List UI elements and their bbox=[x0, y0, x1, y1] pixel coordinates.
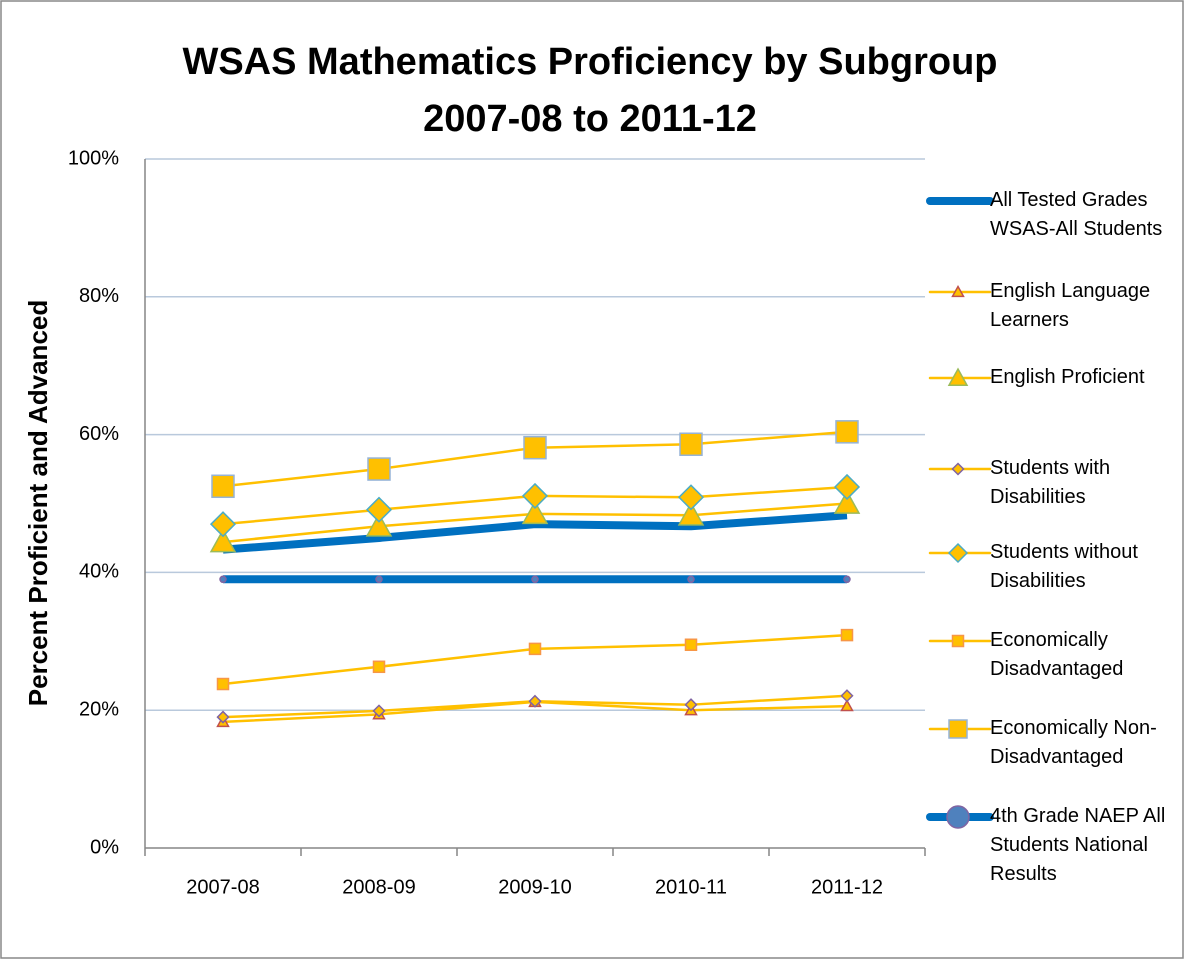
data-point bbox=[367, 457, 391, 481]
legend-marker bbox=[951, 634, 965, 648]
data-point bbox=[521, 500, 549, 525]
data-point bbox=[523, 435, 547, 460]
legend-label: Students with Disabilities bbox=[990, 457, 1111, 508]
data-point bbox=[365, 496, 393, 523]
legend-marker bbox=[948, 719, 968, 739]
y-tick-label: 80% bbox=[79, 285, 119, 307]
data-point bbox=[833, 489, 861, 514]
y-tick-label: 100% bbox=[68, 147, 119, 169]
data-point bbox=[684, 638, 698, 651]
data-point bbox=[372, 660, 386, 674]
y-axis-label: Percent Proficient and Advanced bbox=[23, 300, 53, 706]
legend-marker bbox=[947, 542, 969, 564]
legend-label: Economically Disadvantaged bbox=[990, 629, 1124, 680]
data-point bbox=[840, 689, 854, 703]
data-point bbox=[531, 575, 539, 584]
legend-label: All Tested Grades WSAS-All Students bbox=[990, 189, 1163, 240]
data-point bbox=[679, 432, 703, 456]
data-point bbox=[528, 694, 542, 708]
data-point bbox=[209, 511, 237, 538]
data-point bbox=[521, 482, 549, 509]
data-point bbox=[843, 575, 851, 584]
legend-marker bbox=[946, 805, 970, 829]
data-point bbox=[365, 512, 393, 537]
data-point bbox=[375, 575, 383, 584]
data-point bbox=[211, 474, 235, 499]
legend-marker bbox=[947, 367, 969, 386]
legend-marker bbox=[951, 284, 965, 298]
legend-label: English Proficient bbox=[990, 366, 1145, 388]
legend-label: 4th Grade NAEP All Students National Res… bbox=[990, 805, 1166, 885]
x-tick-label: 2011-12 bbox=[811, 876, 883, 898]
data-point bbox=[209, 528, 237, 553]
data-point bbox=[677, 484, 705, 511]
legend-label: English Language Learners bbox=[990, 280, 1151, 331]
chart-title: 2007-08 to 2011-12 bbox=[423, 98, 757, 140]
x-tick-label: 2010-11 bbox=[655, 876, 727, 898]
data-point bbox=[677, 501, 705, 526]
x-tick-label: 2009-10 bbox=[498, 876, 571, 898]
data-point bbox=[687, 575, 695, 584]
data-point bbox=[840, 628, 854, 642]
data-point bbox=[833, 473, 861, 501]
y-tick-label: 0% bbox=[90, 836, 119, 858]
data-point bbox=[219, 575, 227, 584]
legend-label: Economically Non-Disadvantaged bbox=[990, 717, 1157, 768]
data-point bbox=[684, 698, 698, 712]
legend-marker bbox=[951, 462, 965, 476]
x-tick-label: 2007-08 bbox=[186, 876, 259, 898]
data-point bbox=[216, 710, 230, 724]
data-point bbox=[216, 677, 230, 691]
data-point bbox=[528, 642, 542, 656]
data-point bbox=[835, 420, 859, 444]
y-tick-label: 40% bbox=[79, 561, 119, 583]
data-point bbox=[372, 704, 386, 718]
data-point bbox=[840, 699, 854, 712]
x-tick-label: 2008-09 bbox=[342, 876, 415, 898]
y-tick-label: 20% bbox=[79, 698, 119, 720]
chart-title: WSAS Mathematics Proficiency by Subgroup bbox=[182, 41, 997, 83]
y-tick-label: 60% bbox=[79, 423, 119, 445]
legend-label: Students without Disabilities bbox=[990, 541, 1138, 592]
